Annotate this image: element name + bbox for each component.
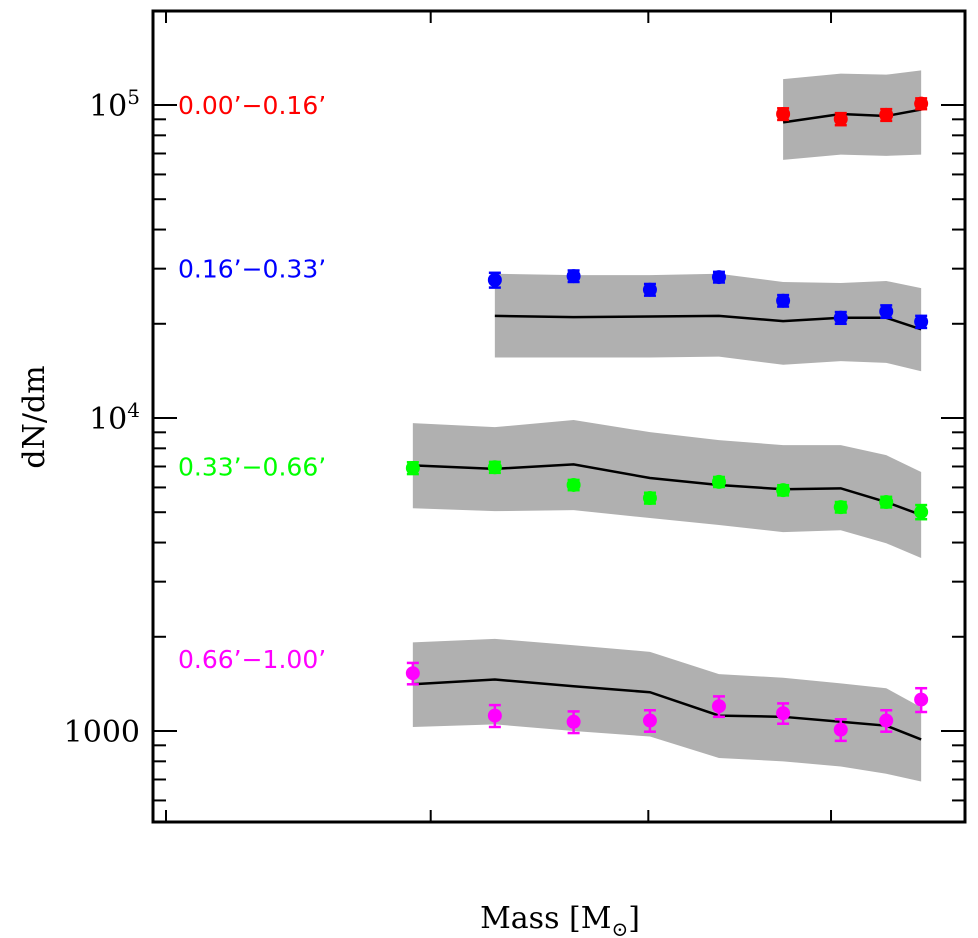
marker xyxy=(914,96,929,111)
data-point xyxy=(914,314,929,330)
series-label: 0.66’−1.00’ xyxy=(178,645,326,674)
data-point xyxy=(487,703,502,729)
data-point xyxy=(776,293,791,308)
marker xyxy=(487,708,502,723)
y-tick-label-base: 10 xyxy=(89,402,127,437)
x-axis-label: Mass [M⊙] xyxy=(480,901,640,938)
marker xyxy=(566,477,581,492)
data-point xyxy=(405,461,420,476)
series-label: 0.16’−0.33’ xyxy=(178,255,326,284)
model-bands xyxy=(412,70,922,782)
series-labels: 0.00’−0.16’ 0.16’−0.33’ 0.33’−0.66’ 0.66’−1… xyxy=(178,91,326,674)
marker xyxy=(405,461,420,476)
data-point xyxy=(711,474,726,489)
marker xyxy=(487,272,502,287)
data-point xyxy=(711,695,726,719)
series-label: 0.00’−0.16’ xyxy=(178,91,326,120)
data-point xyxy=(879,304,894,320)
x-axis-label-subscript: ⊙ xyxy=(611,917,628,938)
marker xyxy=(711,699,726,714)
data-point xyxy=(566,477,581,492)
data-point xyxy=(405,661,420,686)
y-tick-label-base: 10 xyxy=(89,89,127,124)
marker xyxy=(487,460,502,475)
data-point xyxy=(833,718,848,743)
data-point xyxy=(914,686,929,714)
model-band xyxy=(494,273,922,372)
axes xyxy=(151,9,967,824)
data-point xyxy=(879,708,894,733)
marker xyxy=(879,107,894,122)
marker xyxy=(711,474,726,489)
y-tick-label-exponent: 5 xyxy=(127,85,140,109)
x-axis-label-suffix: ] xyxy=(628,901,640,936)
data-point xyxy=(776,106,791,122)
marker xyxy=(879,495,894,510)
marker xyxy=(405,666,420,681)
data-point xyxy=(879,107,894,123)
data-point xyxy=(642,282,657,297)
x-axis-label-main: Mass [M xyxy=(480,901,611,936)
series-label: 0.33’−0.66’ xyxy=(178,452,326,481)
ticks xyxy=(153,11,965,822)
marker xyxy=(914,504,929,519)
marker xyxy=(642,713,657,728)
model-line xyxy=(782,108,922,124)
marker xyxy=(642,491,657,506)
data-point xyxy=(776,702,791,725)
marker xyxy=(776,483,791,498)
data-point xyxy=(642,708,657,733)
data-point xyxy=(487,271,502,289)
marker xyxy=(879,713,894,728)
marker xyxy=(776,706,791,721)
data-point xyxy=(914,503,929,521)
data-point xyxy=(566,710,581,735)
data-points xyxy=(405,96,929,743)
data-point xyxy=(833,310,848,326)
data-point xyxy=(914,96,929,111)
marker xyxy=(776,106,791,121)
marker xyxy=(642,282,657,297)
marker xyxy=(566,269,581,284)
data-point xyxy=(642,491,657,506)
marker xyxy=(833,310,848,325)
y-axis-label: dN/dm xyxy=(17,365,52,468)
y-tick-label: 105 xyxy=(89,85,140,124)
model-band xyxy=(412,420,922,559)
data-point xyxy=(566,269,581,284)
y-tick-label: 1000 xyxy=(64,715,140,750)
marker xyxy=(566,714,581,729)
data-point xyxy=(879,495,894,510)
plot-frame xyxy=(151,9,967,824)
data-point xyxy=(833,111,848,127)
data-point xyxy=(711,270,726,285)
y-tick-label: 104 xyxy=(89,398,140,437)
marker xyxy=(833,112,848,127)
marker xyxy=(833,500,848,515)
marker xyxy=(776,293,791,308)
y-tick-label-exponent: 4 xyxy=(127,398,140,422)
marker xyxy=(879,304,894,319)
model-line xyxy=(494,314,922,331)
marker xyxy=(914,692,929,707)
marker xyxy=(833,722,848,737)
model-band xyxy=(412,638,922,782)
marker xyxy=(914,314,929,329)
data-point xyxy=(487,460,502,475)
data-point xyxy=(776,483,791,498)
marker xyxy=(711,270,726,285)
data-point xyxy=(833,500,848,515)
